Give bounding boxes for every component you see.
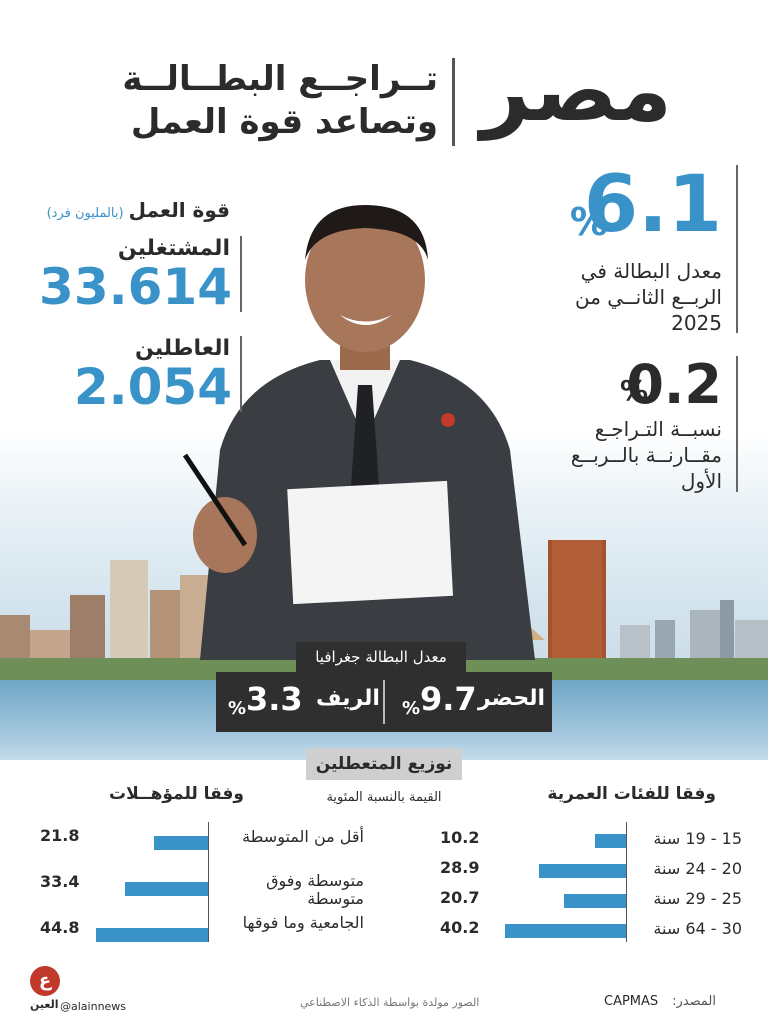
qualification-value-label-0: 21.8 xyxy=(40,826,80,845)
employed-value: 33.614 xyxy=(39,258,232,316)
age-value-label-1: 28.9 xyxy=(440,858,480,877)
page-title-country: مصر xyxy=(480,41,672,141)
age-category-label-2: 25 - 29 سنة xyxy=(653,889,742,908)
page-subtitle: تــراجــع البطــالــة وتصاعد قوة العمل xyxy=(122,58,438,143)
qualification-category-label-1: متوسطة وفوق متوسطة xyxy=(266,871,364,908)
title-divider xyxy=(452,58,455,146)
unemployment-desc-line-2: الربــع الثانــي من xyxy=(574,285,722,309)
labor-force-unit: (بالمليون فرد) xyxy=(46,206,124,221)
unemployment-divider xyxy=(736,165,738,333)
qualification-chart-axis xyxy=(208,822,209,942)
urban-value: 9.7 xyxy=(420,680,477,718)
source-label: المصدر: xyxy=(672,994,716,1009)
age-bar-1 xyxy=(539,864,626,878)
subtitle-line-2: وتصاعد قوة العمل xyxy=(130,101,438,142)
age-category-label-0: 15 - 19 سنة xyxy=(653,829,742,848)
age-category-label-1: 20 - 24 سنة xyxy=(653,859,742,878)
decline-desc-line-3: الأول xyxy=(680,469,722,493)
qualification-chart-title: وفقا للمؤهــلات xyxy=(108,784,244,804)
qualification-bar-2 xyxy=(96,928,208,942)
age-chart-axis xyxy=(626,822,627,942)
decline-desc-line-2: مقــارنــة بالــربــع xyxy=(570,443,722,467)
age-category-label-3: 30 - 64 سنة xyxy=(653,919,742,938)
decline-description: نسبــة التـراجـع مقــارنــة بالــربــع ا… xyxy=(571,416,722,494)
unemployment-desc-line-1: معدل البطالة في xyxy=(580,259,722,283)
decline-desc-line-1: نسبــة التـراجـع xyxy=(594,417,722,441)
rural-value: 3.3 xyxy=(246,680,303,718)
unemployment-description: معدل البطالة في الربــع الثانــي من 2025 xyxy=(575,258,722,336)
urban-percent-sign: % xyxy=(402,698,421,719)
age-bar-0 xyxy=(595,834,626,848)
labor-force-label: قوة العمل xyxy=(128,198,230,222)
qualification-value-label-2: 44.8 xyxy=(40,918,80,937)
age-value-label-3: 40.2 xyxy=(440,918,480,937)
distribution-subtitle: القيمة بالنسبة المئوية xyxy=(326,790,442,805)
decline-percent-sign: % xyxy=(619,374,648,407)
age-bar-2 xyxy=(563,894,626,908)
subtitle-line-1: تــراجــع البطــالــة xyxy=(122,59,438,99)
unemployment-desc-line-3: 2025 xyxy=(671,311,722,335)
labor-force-heading: قوة العمل (بالمليون فرد) xyxy=(40,198,230,222)
decline-value: 0.2 xyxy=(626,353,722,416)
age-value-label-2: 20.7 xyxy=(440,888,480,907)
qualification-category-label-0: أقل من المتوسطة xyxy=(242,827,364,846)
ai-image-note: الصور مولدة بواسطة الذكاء الاصطناعي xyxy=(300,996,480,1009)
businessman-illustration xyxy=(182,205,535,660)
distribution-title: نوزيع المتعطلين xyxy=(306,748,462,780)
unemployment-percent-sign: % xyxy=(569,200,608,244)
source-value: CAPMAS xyxy=(604,994,659,1009)
urban-label: الحضر xyxy=(478,686,546,711)
employed-divider xyxy=(240,236,242,312)
geography-title: معدل البطالة جغرافيا xyxy=(296,642,466,672)
qualification-value-label-1: 33.4 xyxy=(40,872,80,891)
age-value-label-0: 10.2 xyxy=(440,828,480,847)
geography-separator xyxy=(383,680,385,724)
alain-logo-text: العين xyxy=(30,998,59,1011)
employed-label: المشتغلين xyxy=(117,236,230,261)
decline-divider xyxy=(736,356,738,492)
unemployed-divider xyxy=(240,336,242,412)
qualification-category-label-2: الجامعية وما فوقها xyxy=(242,913,364,932)
rural-percent-sign: % xyxy=(228,698,247,719)
age-chart-title: وفقا للفئات العمرية xyxy=(547,784,716,804)
alain-logo-icon: ع xyxy=(30,966,60,996)
qualification-bar-1 xyxy=(124,882,208,896)
unemployment-rate-value: 6.1 xyxy=(583,160,722,250)
age-bar-3 xyxy=(505,924,626,938)
unemployed-value: 2.054 xyxy=(73,358,232,416)
qualification-bar-0 xyxy=(153,836,208,850)
unemployed-label: العاطلين xyxy=(135,336,230,361)
social-handle: @alainnews xyxy=(60,1000,127,1013)
rural-label: الريف xyxy=(316,686,380,711)
